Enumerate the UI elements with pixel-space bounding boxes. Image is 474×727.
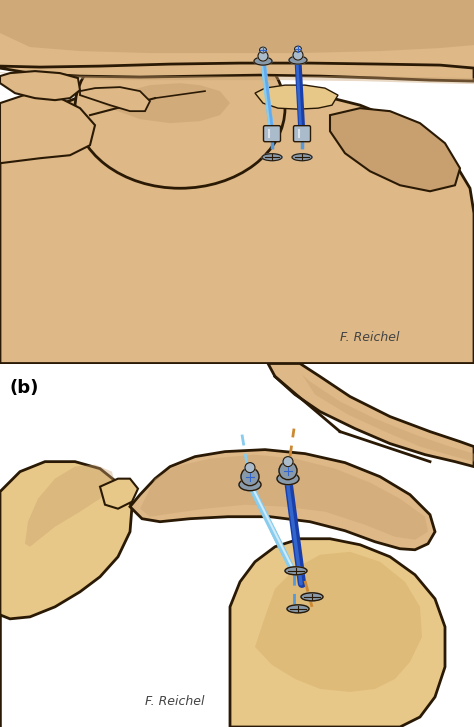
Polygon shape	[130, 449, 435, 550]
Polygon shape	[0, 0, 474, 53]
Polygon shape	[80, 87, 150, 111]
Polygon shape	[0, 83, 474, 364]
Text: (a): (a)	[10, 15, 38, 33]
Ellipse shape	[294, 46, 301, 52]
Ellipse shape	[239, 478, 261, 491]
Polygon shape	[25, 465, 115, 547]
Text: F. Reichel: F. Reichel	[145, 695, 204, 708]
Polygon shape	[330, 108, 460, 191]
Polygon shape	[0, 0, 474, 75]
Polygon shape	[230, 539, 445, 727]
Ellipse shape	[258, 51, 268, 61]
Ellipse shape	[75, 28, 285, 188]
Ellipse shape	[289, 56, 307, 64]
Polygon shape	[0, 93, 95, 164]
Ellipse shape	[259, 47, 266, 53]
FancyBboxPatch shape	[293, 126, 310, 142]
Polygon shape	[268, 364, 474, 467]
Polygon shape	[0, 63, 474, 81]
Polygon shape	[0, 462, 132, 727]
Polygon shape	[255, 85, 338, 109]
Ellipse shape	[287, 605, 309, 613]
Polygon shape	[255, 552, 422, 692]
Ellipse shape	[254, 57, 272, 65]
Ellipse shape	[277, 473, 299, 485]
Circle shape	[279, 462, 297, 480]
Polygon shape	[140, 454, 428, 539]
Text: (b): (b)	[10, 379, 39, 396]
Polygon shape	[0, 71, 80, 100]
Ellipse shape	[293, 50, 303, 60]
Ellipse shape	[285, 567, 307, 575]
Polygon shape	[302, 374, 474, 462]
Ellipse shape	[292, 153, 312, 161]
Polygon shape	[0, 72, 474, 84]
Circle shape	[283, 457, 293, 467]
Ellipse shape	[301, 593, 323, 601]
Ellipse shape	[262, 153, 282, 161]
Polygon shape	[100, 478, 138, 509]
Polygon shape	[100, 83, 230, 123]
Text: F. Reichel: F. Reichel	[340, 332, 400, 345]
Circle shape	[245, 462, 255, 473]
FancyBboxPatch shape	[264, 126, 281, 142]
Circle shape	[241, 467, 259, 486]
